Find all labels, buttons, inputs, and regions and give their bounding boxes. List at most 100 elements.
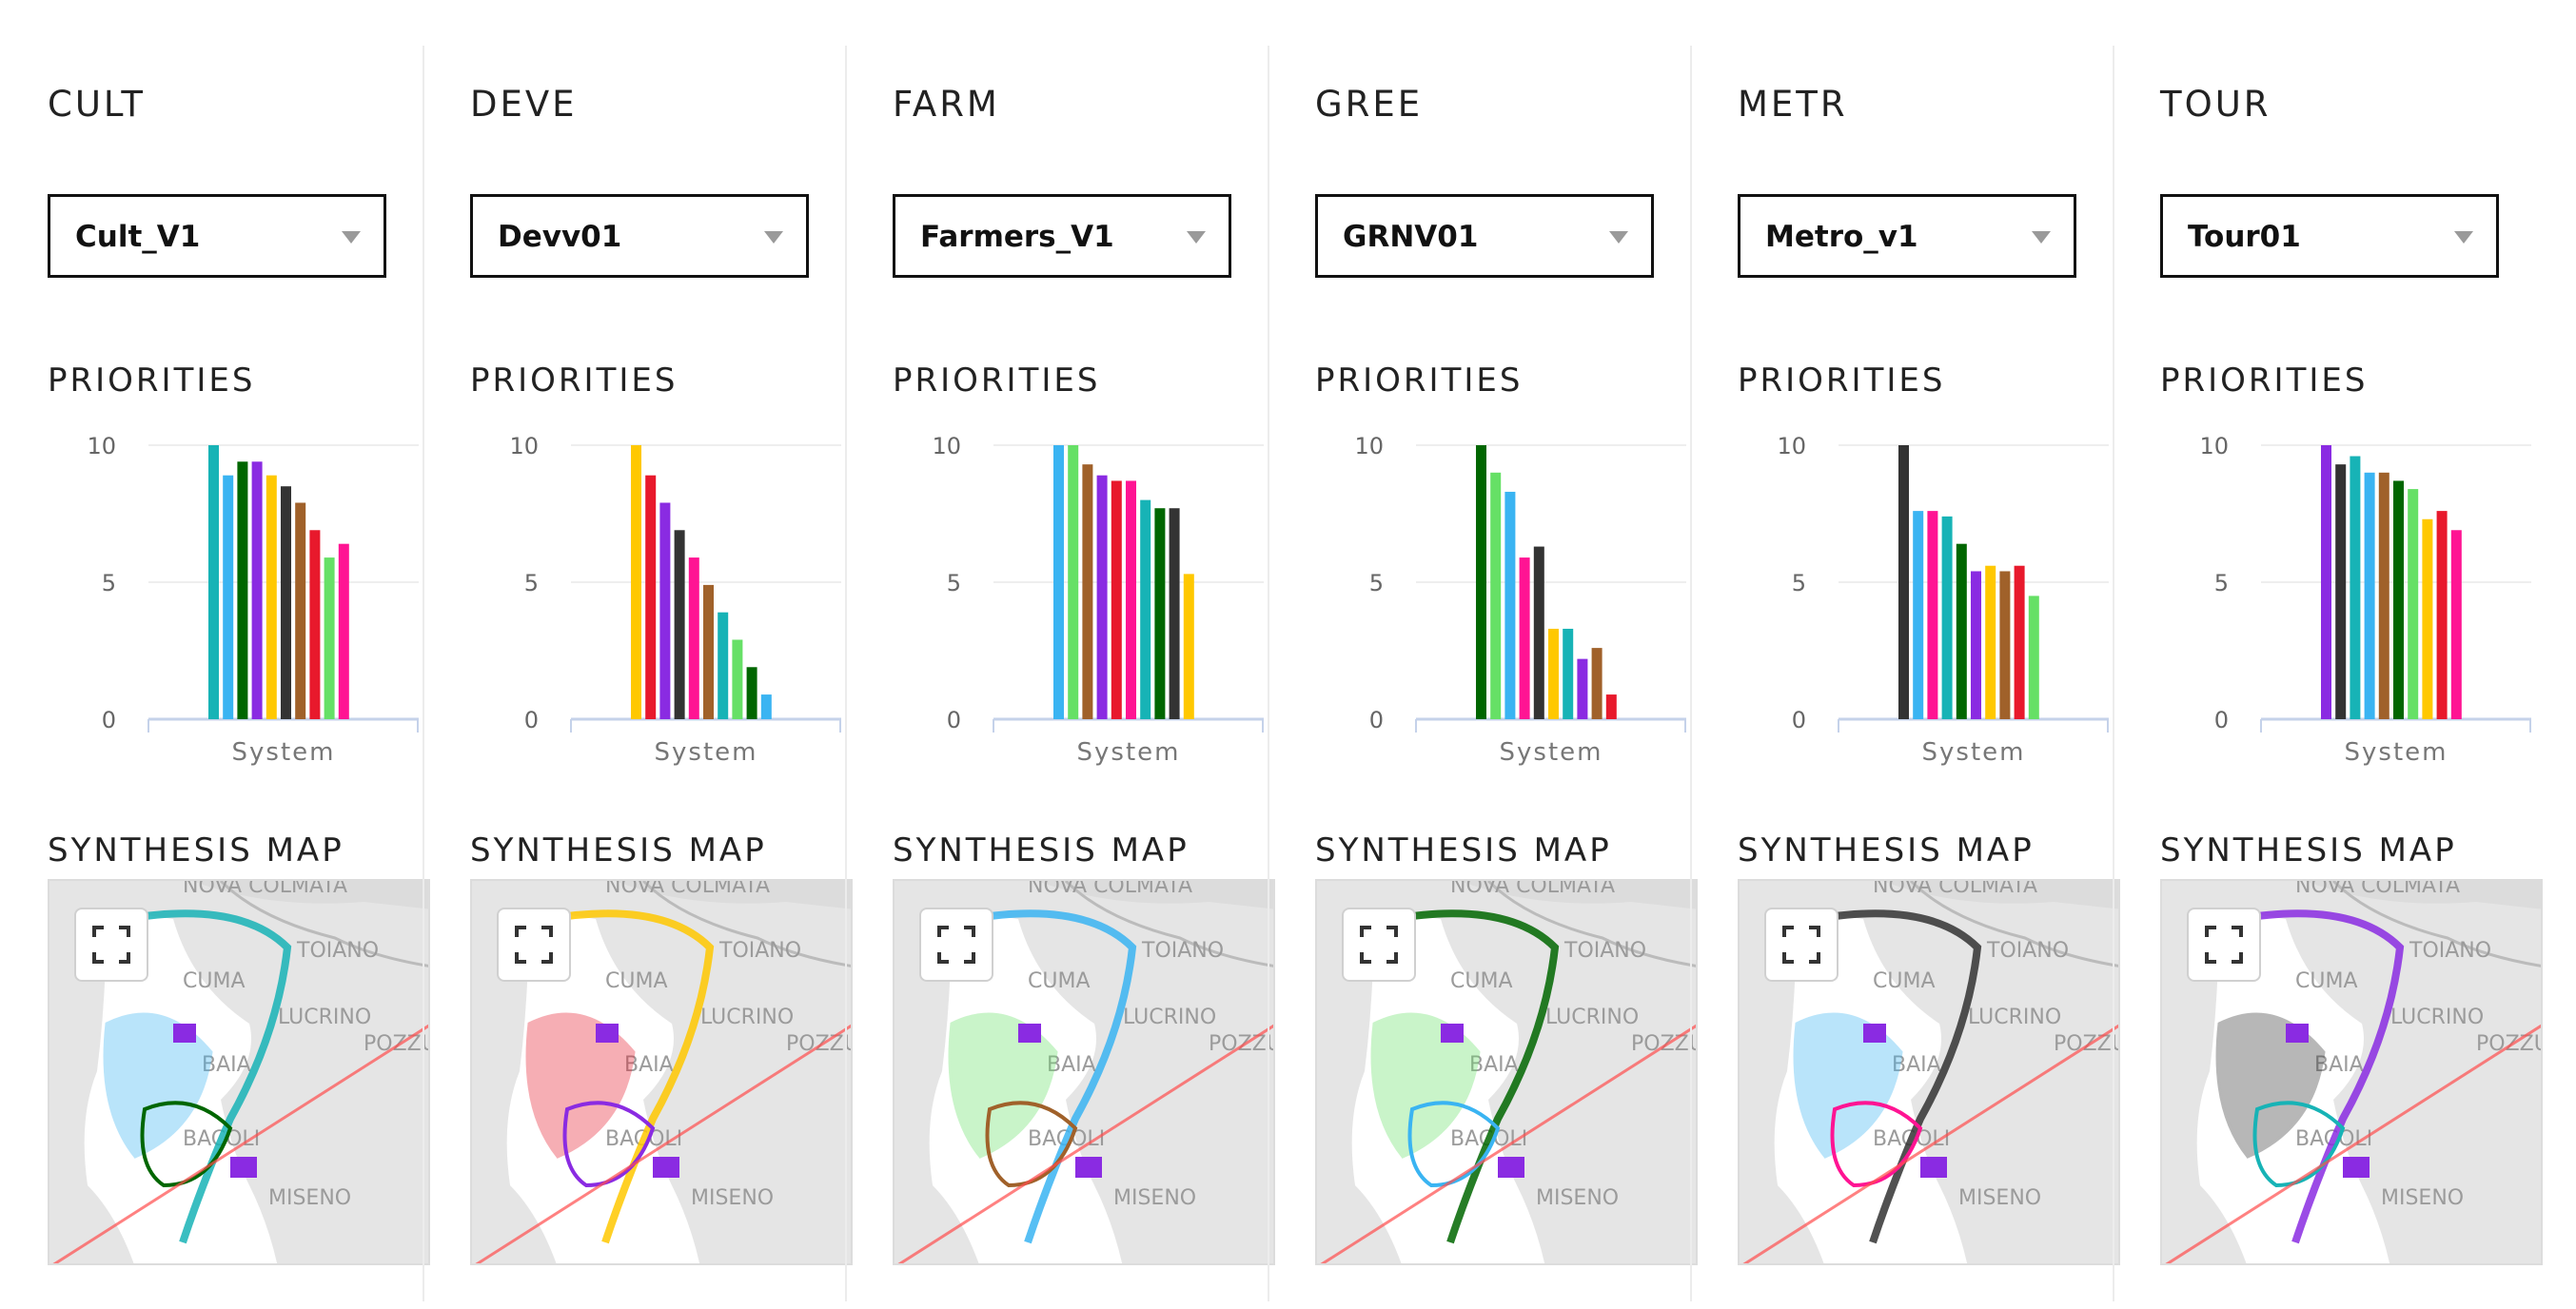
map-place-label: BAIA xyxy=(1469,1053,1519,1077)
synthesis-map-heading: SYNTHESIS MAP xyxy=(2160,831,2457,869)
y-tick-label: 10 xyxy=(2199,433,2229,459)
map-place-label: POZZUOLI xyxy=(2476,1032,2543,1056)
priority-bar xyxy=(324,557,335,719)
scenario-column-metr: METR Metro_v1 PRIORITIES 10 5 0 System SYNTHESI… xyxy=(1690,0,2120,1309)
map-place-label: LUCRINO xyxy=(1968,1006,2061,1029)
priority-bar xyxy=(1068,445,1079,719)
map-peninsula xyxy=(1774,909,1968,1263)
map-place-label: NOVA COLMATA xyxy=(1028,881,1192,898)
map-place-label: POZZUOLI xyxy=(2054,1032,2120,1056)
map-place-label: LUCRINO xyxy=(1545,1006,1639,1029)
fullscreen-corner xyxy=(964,926,975,937)
priorities-chart: 10 5 0 System xyxy=(509,433,841,767)
caret-down-icon xyxy=(1609,231,1628,244)
map-overlay xyxy=(970,909,1137,1244)
scenario-select-value: Tour01 xyxy=(2188,220,2301,254)
priority-bar xyxy=(1956,543,1967,719)
map-road xyxy=(219,881,428,967)
synthesis-map[interactable]: NOVA COLMATA TOIANO CUMA LUCRINO POZZUOLI BAI… xyxy=(1315,879,1698,1265)
map-canvas: NOVA COLMATA TOIANO CUMA LUCRINO POZZUOLI BAI… xyxy=(897,881,1273,1263)
priorities-heading: PRIORITIES xyxy=(1738,361,1946,400)
fullscreen-button[interactable] xyxy=(1342,908,1416,982)
fullscreen-corner xyxy=(1386,952,1398,964)
priority-bar xyxy=(732,639,743,719)
map-overlay xyxy=(1498,1157,1524,1178)
fullscreen-corner xyxy=(1386,926,1398,937)
map-place-label: NOVA COLMATA xyxy=(1450,881,1615,898)
map-overlay xyxy=(1793,1012,1903,1159)
synthesis-map[interactable]: NOVA COLMATA TOIANO CUMA LUCRINO POZZUOLI BAI… xyxy=(1738,879,2120,1265)
map-overlay xyxy=(1075,1157,1102,1178)
priority-bar xyxy=(2408,489,2419,719)
synthesis-map-heading: SYNTHESIS MAP xyxy=(1738,831,2035,869)
map-overlay xyxy=(1392,909,1560,1244)
map-place-label: MISENO xyxy=(1536,1186,1619,1210)
fullscreen-corner xyxy=(1809,926,1820,937)
fullscreen-button[interactable] xyxy=(74,908,148,982)
map-place-label: LUCRINO xyxy=(2390,1006,2484,1029)
priority-bar xyxy=(1913,511,1924,719)
priority-bar xyxy=(1096,475,1108,719)
fullscreen-corner xyxy=(541,952,553,964)
y-tick-label: 0 xyxy=(102,707,116,733)
synthesis-map-heading: SYNTHESIS MAP xyxy=(470,831,767,869)
priority-bar xyxy=(645,475,657,719)
priority-bar xyxy=(2335,464,2347,719)
priority-bar xyxy=(2450,530,2462,719)
fullscreen-corner xyxy=(964,952,975,964)
fullscreen-corner xyxy=(2232,952,2243,964)
priorities-heading: PRIORITIES xyxy=(1315,361,1524,400)
priority-bar xyxy=(1504,491,1516,719)
fullscreen-button[interactable] xyxy=(919,908,993,982)
synthesis-map[interactable]: NOVA COLMATA TOIANO CUMA LUCRINO POZZUOLI BAI… xyxy=(470,879,853,1265)
fullscreen-icon xyxy=(1782,926,1820,964)
priority-bar xyxy=(760,694,772,719)
scenario-select[interactable]: Tour01 xyxy=(2160,194,2499,278)
column-title: METR xyxy=(1738,84,1848,125)
fullscreen-corner xyxy=(1360,926,1371,937)
map-place-label: BAIA xyxy=(624,1053,674,1077)
map-overlay xyxy=(475,1024,851,1263)
map-place-label: CUMA xyxy=(1450,969,1513,993)
map-overlay xyxy=(125,909,292,1244)
y-tick-label: 0 xyxy=(947,707,961,733)
map-place-label: CUMA xyxy=(183,969,246,993)
map-place-label: POZZUOLI xyxy=(364,1032,430,1056)
priority-bar xyxy=(2364,472,2375,719)
map-place-label: CUMA xyxy=(1873,969,1936,993)
fullscreen-corner xyxy=(119,926,130,937)
fullscreen-icon xyxy=(2205,926,2243,964)
map-overlay xyxy=(897,1024,1273,1263)
y-tick-label: 5 xyxy=(102,570,116,596)
synthesis-map[interactable]: NOVA COLMATA TOIANO CUMA LUCRINO POZZUOLI BAI… xyxy=(893,879,1275,1265)
scenario-select-value: Cult_V1 xyxy=(75,220,201,254)
map-overlay xyxy=(1742,1024,2118,1263)
caret-down-icon xyxy=(342,231,361,244)
priority-bar xyxy=(281,486,291,719)
map-land xyxy=(1882,881,2118,909)
fullscreen-button[interactable] xyxy=(1764,908,1839,982)
scenario-select[interactable]: Cult_V1 xyxy=(48,194,386,278)
map-overlay xyxy=(1441,1024,1464,1043)
scenario-select-value: Devv01 xyxy=(498,220,622,254)
fullscreen-button[interactable] xyxy=(2187,908,2261,982)
synthesis-map[interactable]: NOVA COLMATA TOIANO CUMA LUCRINO POZZUOLI BAI… xyxy=(2160,879,2543,1265)
map-place-label: TOIANO xyxy=(2409,939,2491,963)
priorities-chart: 10 5 0 System xyxy=(2199,433,2531,767)
scenario-select[interactable]: Farmers_V1 xyxy=(893,194,1231,278)
priorities-chart: 10 5 0 System xyxy=(1777,433,2109,767)
map-overlay xyxy=(2237,909,2405,1244)
map-land xyxy=(192,881,428,909)
scenario-select[interactable]: Devv01 xyxy=(470,194,809,278)
fullscreen-corner xyxy=(2232,926,2243,937)
map-place-label: MISENO xyxy=(691,1186,774,1210)
column-divider xyxy=(845,46,847,1301)
scenario-select[interactable]: Metro_v1 xyxy=(1738,194,2076,278)
y-tick-label: 5 xyxy=(1792,570,1806,596)
fullscreen-button[interactable] xyxy=(497,908,571,982)
scenario-select[interactable]: GRNV01 xyxy=(1315,194,1654,278)
priority-bar xyxy=(2014,565,2025,719)
scenario-select-value: GRNV01 xyxy=(1343,220,1479,254)
synthesis-map[interactable]: NOVA COLMATA TOIANO CUMA LUCRINO POZZUOLI BAI… xyxy=(48,879,430,1265)
synthesis-map-heading: SYNTHESIS MAP xyxy=(893,831,1190,869)
